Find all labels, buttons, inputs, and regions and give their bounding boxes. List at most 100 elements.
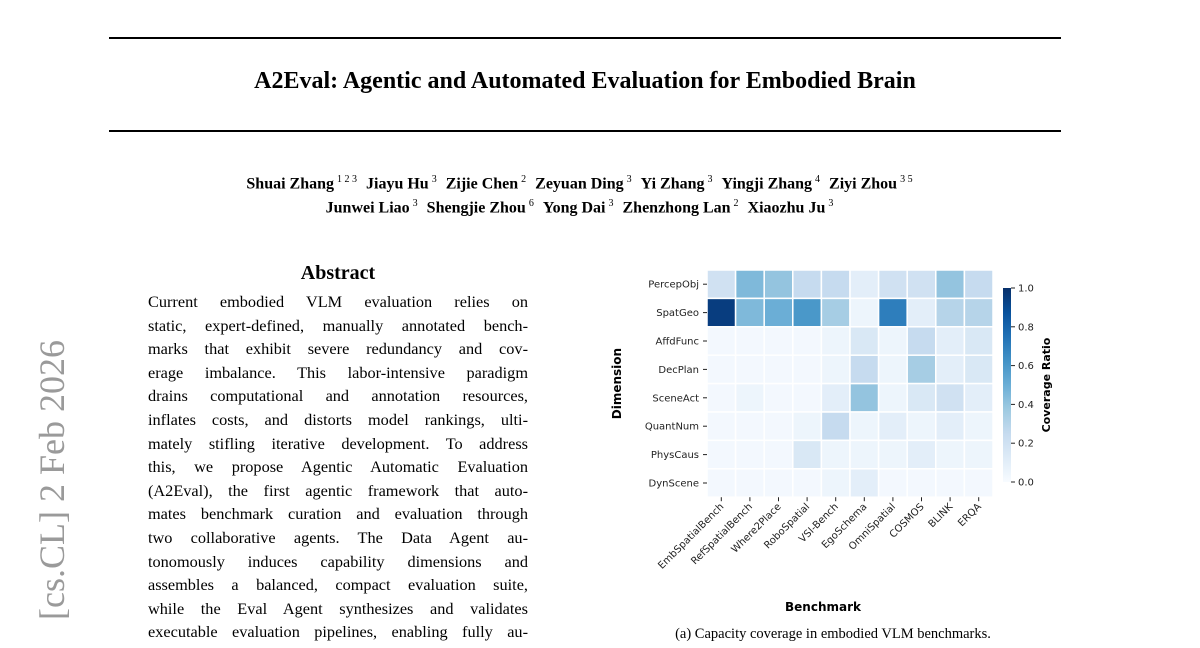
heatmap-cell [763,297,794,328]
colorbar-tick-label: 1.0 [1018,284,1034,295]
y-tick-label: SceneAct [652,393,699,404]
heatmap-cell [706,411,737,442]
figure-caption: (a) Capacity coverage in embodied VLM be… [675,626,991,642]
heatmap-cell [877,468,908,498]
abstract-line: executable evaluation pipelines, enablin… [148,622,528,642]
heatmap-cell [935,468,966,498]
author-affiliation: 4 [815,174,821,185]
abstract-line: mates benchmark curation and evaluation … [148,504,528,524]
author-affiliation: 3 [707,174,713,185]
y-tick-label: AffdFunc [656,337,699,348]
heatmap-cell [906,326,937,356]
heatmap-cell [906,468,937,498]
heatmap-cell [734,411,765,442]
sidebar: [cs.CL] 2 Feb 2026 [32,340,72,620]
heatmap-cell [734,269,765,300]
abstract-heading: Abstract [300,262,376,284]
abstract-line: Current embodied VLM evaluation relies o… [148,292,528,311]
heatmap-cell [906,354,937,385]
author-affiliation: 2 [521,174,527,185]
heatmap-cell [935,354,966,385]
heatmap-cell [734,297,765,328]
heatmap-cell [734,468,765,498]
heatmap-cell [849,326,880,356]
heatmap-cell [935,269,966,300]
heatmap-cell [763,439,794,470]
abstract-line: while the Eval Agent synthesizes and val… [148,598,528,618]
heatmap: PercepObj SpatGeo AffdFunc DecPlan SceneAct Q… [610,269,1053,614]
heatmap-cell [849,382,880,413]
colorbar-tick-label: 0.2 [1018,439,1034,450]
heatmap-cell [763,354,794,385]
bottom-rule [109,130,1061,132]
heatmap-cell [877,354,908,385]
author-name: Yingji Zhang [721,175,813,193]
heatmap-cell [963,411,994,442]
heatmap-cell [963,354,994,385]
heatmap-cell [963,326,994,356]
heatmap-cell [763,269,794,300]
y-axis-label: Dimension [610,348,624,419]
heatmap-cell [935,382,966,413]
heatmap-cell [820,269,851,300]
heatmap-cell [849,439,880,470]
y-tick-label: DynScene [649,479,699,490]
heatmap-cell [763,382,794,413]
heatmap-cell [820,468,851,498]
abstract-line: inflates costs, and distorts model ranki… [148,410,528,429]
arxiv-id: [cs.CL] 2 Feb 2026 [32,340,72,620]
heatmap-cell [849,354,880,385]
colorbar [1003,288,1011,482]
author-name: Yong Dai [542,199,606,217]
heatmap-cell [706,382,737,413]
abstract-line: this, we propose Agentic Automatic Evalu… [148,457,528,477]
heatmap-cell [877,269,908,300]
colorbar-tick-label: 0.8 [1018,322,1034,333]
heatmap-cell [706,326,737,356]
heatmap-cell [849,468,880,498]
heatmap-cell [963,439,994,470]
heatmap-cell [906,439,937,470]
author-line: Shuai Zhang 1 2 3 Jiayu Hu 3 Zijie Chen 2 Zeyu… [0,174,1168,193]
heatmap-cell [820,354,851,385]
x-tick-label: ERQA [956,501,984,529]
abstract-line: mately stifling iterative development. T… [148,433,528,453]
heatmap-cell [792,354,823,385]
heatmap-cell [963,269,994,300]
author-affiliation: 2 [733,198,739,209]
author-affiliation: 3 5 [900,174,913,185]
colorbar-tick-label: 0.0 [1018,478,1034,489]
heatmap-cell [820,326,851,356]
author-affiliation: 6 [528,198,534,209]
colorbar-tick-label: 0.4 [1018,400,1034,411]
heatmap-cell [935,297,966,328]
abstract-line: assembles a balanced, compact evaluation… [148,575,528,595]
y-tick-label: QuantNum [645,422,699,433]
author-affiliation: 3 [828,198,834,209]
heatmap-cell [763,326,794,356]
heatmap-cell [734,354,765,385]
abstract-line: (A2Eval), the first agentic framework th… [148,480,528,500]
author-line: Junwei Liao 3 Shengjie Zhou 6 Yong Dai 3 Zhenz… [0,198,1168,217]
heatmap-cell [906,382,937,413]
author-name: Yi Zhang [640,175,705,193]
x-tick-label: BLINK [927,501,956,530]
heatmap-cell [706,468,737,498]
author-name: Zhenzhong Lan [622,199,731,217]
heatmap-cell [820,439,851,470]
author-name: Zeyuan Ding [535,175,624,193]
heatmap-cell [849,297,880,328]
heatmap-cell [820,382,851,413]
heatmap-cell [935,326,966,356]
heatmap-cell [963,468,994,498]
heatmap-cell [706,354,737,385]
heatmap-cell [820,297,851,328]
abstract-line: marks that exhibit severe redundancy and… [148,339,528,359]
heatmap-cell [792,269,823,300]
author-name: Xiaozhu Ju [747,199,826,217]
author-name: Shuai Zhang [246,175,335,193]
heatmap-cell [877,297,908,328]
y-tick-label: PhysCaus [651,450,699,461]
x-tick-label: Where2Place [730,502,784,556]
author-affiliation: 3 [608,198,614,209]
